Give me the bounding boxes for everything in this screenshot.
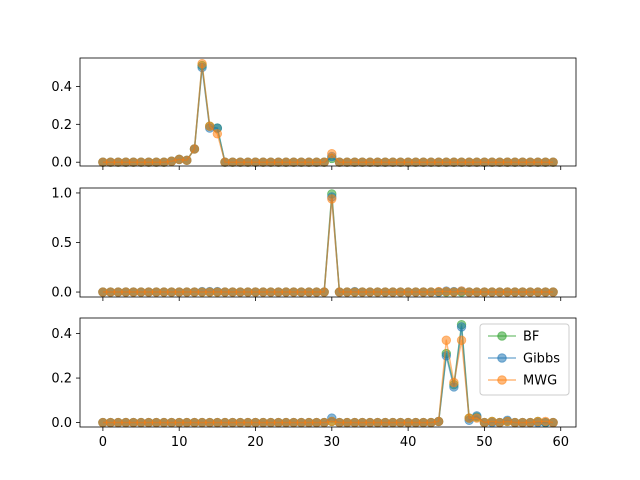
data-point [449,287,459,297]
data-point [456,322,467,332]
y-tick-label: 0.4 [51,80,72,95]
y-tick-label: 0.0 [51,156,72,171]
data-point [174,154,184,165]
data-point [319,157,329,167]
data-point [319,417,329,428]
x-tick-label: 20 [247,435,264,450]
data-point [212,129,223,139]
legend-marker [497,331,507,341]
x-tick-label: 0 [99,435,107,450]
data-point [441,335,451,345]
data-point [205,121,215,131]
series-mwg [98,58,558,167]
data-point [456,286,467,296]
x-tick-label: 10 [171,435,188,450]
legend-label: Gibbs [523,352,560,367]
subplot-3: 0.0 0.2 0.4 0 10 20 30 40 50 60 BF Gibbs MWG [51,317,577,450]
data-point [487,416,497,427]
series-mwg [98,194,558,297]
legend-marker [497,375,507,385]
data-point [159,157,169,167]
data-point [426,417,436,428]
data-point [449,377,459,388]
y-tick-label: 0.0 [51,416,72,431]
y-tick-label: 0.5 [51,236,72,251]
data-point [502,416,513,427]
y-tick-label: 0.0 [51,286,72,301]
legend-label: BF [523,330,539,345]
legend-marker [497,353,507,363]
data-point [525,417,535,428]
data-point [327,416,337,427]
data-point [327,194,337,204]
subplots: 0.0 0.2 0.4 0.0 0.5 1.0 0.0 0.2 0.4 0 10 20 30 40 50 60… [51,57,577,450]
data-point [456,335,467,345]
x-tick-label: 50 [476,435,493,450]
data-point [494,417,505,428]
data-point [319,287,329,297]
legend-item-gibbs: Gibbs [488,352,560,367]
x-tick-label: 30 [324,435,341,450]
data-point [540,416,551,427]
subplot-2: 0.0 0.5 1.0 [51,186,577,301]
data-point [166,156,177,166]
y-tick-label: 0.4 [51,327,72,342]
y-tick-label: 1.0 [51,186,72,201]
legend-label: MWG [523,374,557,389]
x-tick-label: 40 [400,435,417,450]
x-tick-label: 60 [552,435,569,450]
data-point [197,58,207,69]
data-point [479,417,490,428]
data-point [548,417,558,428]
data-point [182,155,192,166]
y-tick-label: 0.2 [51,372,72,387]
axes-frame [79,317,577,428]
legend: BF Gibbs MWG [479,323,570,396]
subplot-1: 0.0 0.2 0.4 [51,57,577,171]
data-point [189,144,200,154]
data-point [548,287,558,297]
data-point [327,148,337,159]
legend-item-mwg: MWG [488,374,557,389]
y-tick-label: 0.2 [51,118,72,133]
legend-item-bf: BF [488,330,539,345]
data-point [548,157,558,167]
axes-frame [79,57,577,167]
data-point [433,416,444,427]
data-point [472,413,482,423]
